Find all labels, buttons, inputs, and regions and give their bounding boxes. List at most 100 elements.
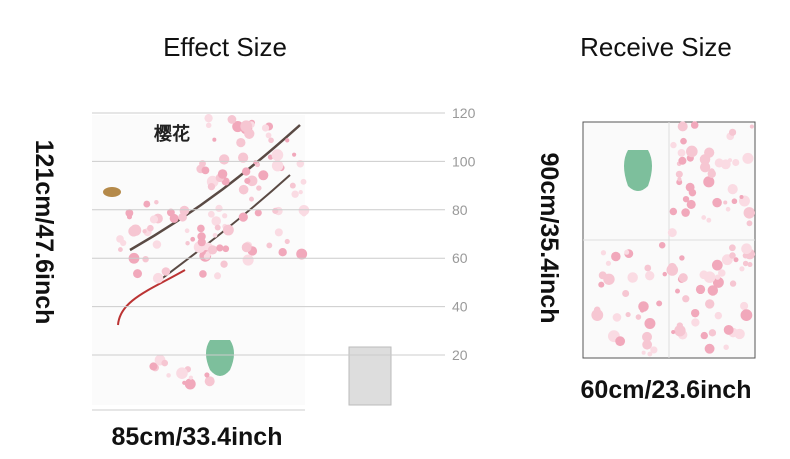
mirror xyxy=(348,346,392,406)
blossom xyxy=(746,220,753,227)
blossom xyxy=(705,299,715,309)
blossom xyxy=(690,121,699,129)
blossom xyxy=(214,272,222,280)
blossom xyxy=(268,137,274,144)
ruler-label: 20 xyxy=(452,347,468,363)
blossom xyxy=(271,159,284,172)
blossom xyxy=(222,245,230,253)
blossom xyxy=(711,259,723,271)
blossom xyxy=(241,167,251,176)
blossom xyxy=(685,182,695,192)
blossom xyxy=(707,285,718,296)
ruler-label: 100 xyxy=(452,153,476,169)
blossom xyxy=(647,351,653,357)
blossom xyxy=(285,138,290,143)
blossom xyxy=(732,158,740,167)
blossom xyxy=(214,224,221,231)
blossom xyxy=(707,169,716,178)
blossom xyxy=(680,137,687,145)
section-title: Effect Size xyxy=(163,32,287,62)
blossom xyxy=(205,122,212,129)
blossom xyxy=(642,331,653,342)
blossom xyxy=(152,240,162,249)
blossom xyxy=(671,329,676,335)
blossom xyxy=(238,212,248,222)
blossom xyxy=(686,199,696,210)
blossom xyxy=(249,196,254,202)
blossom xyxy=(667,228,677,238)
blossom xyxy=(675,288,680,294)
blossom xyxy=(217,169,228,179)
blossom xyxy=(627,272,638,283)
blossom xyxy=(142,255,149,263)
blossom xyxy=(118,247,123,252)
blossom xyxy=(678,156,687,165)
blossom xyxy=(204,372,210,378)
blossom xyxy=(714,311,723,320)
blossom xyxy=(679,255,685,261)
blossom xyxy=(296,248,308,260)
blossom xyxy=(691,318,700,327)
blossom xyxy=(600,250,607,256)
blossom xyxy=(749,124,754,129)
blossom xyxy=(740,309,753,321)
blossom xyxy=(203,253,211,260)
blossom xyxy=(238,152,249,163)
ruler-label: 40 xyxy=(452,299,468,315)
blossom xyxy=(149,215,159,224)
blossom xyxy=(298,190,303,195)
blossom xyxy=(612,313,622,322)
blossom xyxy=(706,217,712,223)
blossom xyxy=(729,280,737,287)
blossom xyxy=(729,252,736,259)
width-label: 85cm/33.4inch xyxy=(112,423,283,451)
blossom xyxy=(728,128,737,136)
blossom xyxy=(686,145,698,158)
blossom xyxy=(645,271,655,281)
blossom xyxy=(704,147,715,158)
height-label: 90cm/35.4inch xyxy=(535,153,563,324)
blossom xyxy=(641,350,646,355)
blossom xyxy=(740,301,749,311)
ruler: 120 100 80 60 40 20 xyxy=(92,105,476,363)
blossom xyxy=(675,170,683,178)
blossom xyxy=(201,166,210,175)
blossom xyxy=(246,175,258,187)
blossom xyxy=(733,257,739,263)
blossom xyxy=(152,272,164,284)
blossom xyxy=(712,276,724,288)
blossom xyxy=(662,271,667,277)
blossom xyxy=(624,249,630,255)
blossom xyxy=(741,243,752,255)
blossom xyxy=(625,312,631,318)
branch xyxy=(129,124,301,252)
blossom xyxy=(154,199,159,205)
blossom xyxy=(292,152,297,157)
blossom xyxy=(301,211,307,217)
blossom xyxy=(184,228,190,234)
blossom xyxy=(222,224,234,236)
blossom xyxy=(704,343,715,354)
blossom xyxy=(227,115,237,124)
blossom xyxy=(266,242,273,249)
blossom xyxy=(240,120,253,133)
blossom xyxy=(712,197,722,208)
blossom xyxy=(739,266,745,272)
blossom xyxy=(677,148,686,157)
section-title: Receive Size xyxy=(580,32,732,62)
blossom xyxy=(241,242,252,253)
blossom xyxy=(747,262,753,268)
blossom xyxy=(126,214,133,220)
blossom xyxy=(640,308,645,313)
blossom xyxy=(682,295,690,303)
blossom xyxy=(677,121,688,132)
blossom xyxy=(669,207,678,216)
blossom xyxy=(236,137,246,148)
blossom xyxy=(743,207,756,219)
blossom xyxy=(284,238,290,245)
blossom xyxy=(644,264,652,272)
blossom xyxy=(691,308,700,318)
blossom xyxy=(244,177,251,184)
bird xyxy=(103,187,121,197)
